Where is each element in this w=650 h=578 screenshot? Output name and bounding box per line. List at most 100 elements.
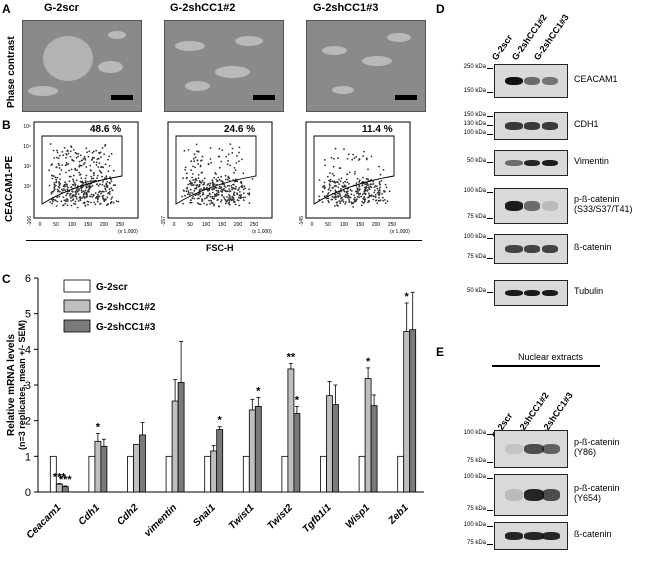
kda-tick <box>487 116 493 117</box>
flow-xtick: 150 <box>84 222 93 228</box>
y-tick-label: 0 <box>25 487 31 499</box>
blot-panelE-1 <box>494 474 568 516</box>
bar-vimentin-1 <box>171 400 179 493</box>
legend: G-2scr G-2shCC1#2 G-2shCC1#3 <box>63 279 156 333</box>
protein-label: p-ß-catenin (S33/S37/T41) <box>574 194 633 214</box>
significance-marker: * <box>218 415 223 427</box>
flow-xtick: 100 <box>202 222 211 228</box>
protein-label: CEACAM1 <box>574 74 618 84</box>
y-axis-label-2: (n=3 replicates, mean +/- SEM) <box>17 320 27 450</box>
band <box>542 489 561 501</box>
bar-Tgfb1i1-0 <box>320 455 327 493</box>
kda-label: 150 kDa <box>463 112 486 118</box>
bar-Snai1-2 <box>216 429 224 493</box>
phase-contrast-image-2 <box>164 20 284 112</box>
bar-Twist2-1 <box>287 368 295 493</box>
condition-title-3: G-2shCC1#3 <box>313 2 379 14</box>
flow-ybottom: -166 <box>27 216 33 226</box>
panel-label-b: B <box>2 118 11 132</box>
band <box>523 159 540 167</box>
y-tick-label: 6 <box>25 273 31 285</box>
significance-marker: *** <box>59 474 73 486</box>
y-axis-label: Relative mRNA levels <box>6 334 17 436</box>
kda-label: 75 kDa <box>466 458 486 464</box>
x-category-label: Twist1 <box>227 502 257 532</box>
band <box>523 201 540 211</box>
legend-label: G-2shCC1#3 <box>96 322 156 333</box>
significance-marker: * <box>366 356 371 368</box>
significance-marker: * <box>405 291 410 303</box>
flow-xtick: 50 <box>187 222 193 228</box>
bar-Tgfb1i1-1 <box>326 395 333 493</box>
band <box>505 159 523 167</box>
kda-label: 130 kDa <box>463 121 486 127</box>
blot-panelD-2 <box>494 150 568 176</box>
kda-label: 75 kDa <box>466 540 486 546</box>
kda-label: 100 kDa <box>463 188 486 194</box>
blot-panelE-2 <box>494 522 568 550</box>
kda-label: 50 kDa <box>466 288 486 294</box>
bar-Twist1-1 <box>248 409 256 493</box>
band <box>542 532 561 540</box>
panel-label-d: D <box>436 2 445 16</box>
bar-vimentin-2 <box>177 382 185 493</box>
x-category-label: Wisp1 <box>344 502 373 531</box>
kda-tick <box>487 526 493 527</box>
kda-label: 100 kDa <box>463 130 486 136</box>
nuclear-extracts-bar <box>492 365 600 367</box>
flow-xtick: 50 <box>53 222 59 228</box>
kda-label: 100 kDa <box>463 430 486 436</box>
panel-label-c: C <box>2 272 11 286</box>
bar-vimentin-0 <box>165 455 173 493</box>
kda-tick <box>487 478 493 479</box>
blot-panelD-5 <box>494 280 568 306</box>
flow-xtick: 100 <box>68 222 77 228</box>
significance-marker: * <box>96 422 101 434</box>
flow-xtick: 250 <box>116 222 125 228</box>
significance-marker: * <box>256 385 261 397</box>
x-category-label: Twist2 <box>265 502 295 532</box>
protein-label: ß-catenin <box>574 242 612 252</box>
band <box>542 443 561 455</box>
bar-Twist1-0 <box>242 455 250 493</box>
band <box>523 289 540 297</box>
kda-tick <box>487 192 493 193</box>
blot-panelD-0 <box>494 64 568 98</box>
x-category-label: Ceacam1 <box>25 502 64 541</box>
scale-bar <box>253 95 275 100</box>
panel-label-a: A <box>2 2 11 16</box>
flow-ybottom: -145 <box>299 216 305 226</box>
bar-Cdh1-0 <box>88 455 96 493</box>
x-category-label: vimentin <box>142 502 179 539</box>
bar-Ceacam1-2 <box>61 486 69 493</box>
band <box>505 489 523 501</box>
flow-ytick: 10² <box>24 184 32 190</box>
kda-label: 100 kDa <box>463 522 486 528</box>
gate-percent-3: 11.4 % <box>362 124 393 135</box>
band <box>505 201 523 211</box>
flow-xtick: 0 <box>39 222 42 228</box>
kda-tick <box>487 218 493 219</box>
flow-xtick: 250 <box>250 222 259 228</box>
bar-Zeb1-1 <box>403 331 411 493</box>
y-tick-label: 3 <box>25 380 31 392</box>
bar-Wisp1-2 <box>370 405 378 493</box>
band <box>523 76 540 86</box>
bar-Zeb1-2 <box>409 329 417 493</box>
x-category-label: Zeb1 <box>386 502 411 527</box>
band <box>542 122 559 130</box>
x-category-label: Cdh1 <box>77 502 103 528</box>
bar-Snai1-1 <box>210 450 218 493</box>
bar-Cdh1-2 <box>100 445 108 493</box>
flow-xtick: 200 <box>372 222 381 228</box>
flow-ytick: 10⁵ <box>23 124 31 130</box>
gate-polygon-2 <box>175 135 257 205</box>
x-category-label: Tgfb1i1 <box>301 502 334 535</box>
significance-marker: *** <box>53 471 67 483</box>
flow-xunit: (x 1,000) <box>390 229 410 235</box>
bar-Snai1-0 <box>204 455 212 493</box>
protein-label: Vimentin <box>574 156 609 166</box>
bar-Cdh2-0 <box>127 455 134 493</box>
kda-tick <box>487 434 493 435</box>
